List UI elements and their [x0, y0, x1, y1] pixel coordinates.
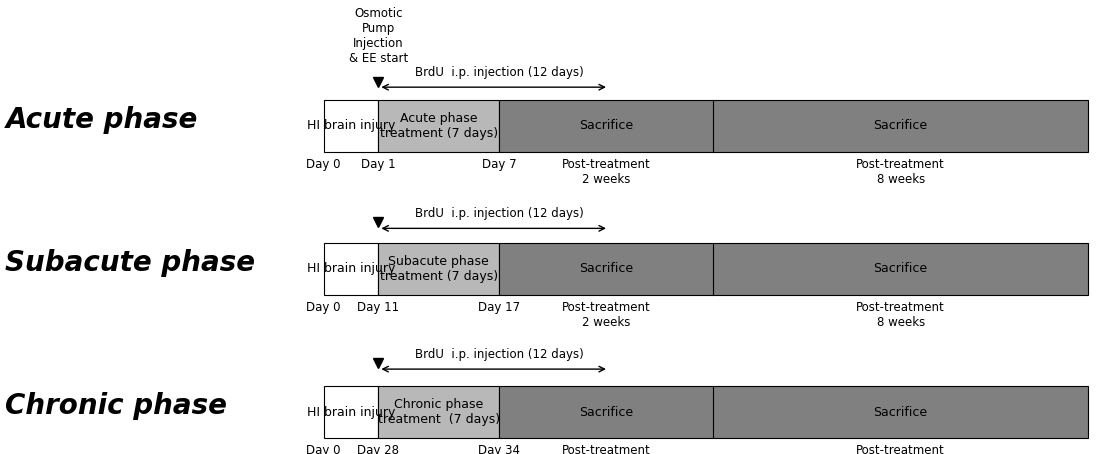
Text: Day 28: Day 28 — [358, 444, 399, 454]
Text: Sacrifice: Sacrifice — [579, 405, 633, 419]
Text: Day 34: Day 34 — [478, 444, 520, 454]
Text: Post-treatment
2 weeks: Post-treatment 2 weeks — [562, 444, 651, 454]
Text: Sacrifice: Sacrifice — [873, 119, 928, 133]
Text: HI brain injury: HI brain injury — [307, 262, 395, 276]
Text: Day 17: Day 17 — [478, 301, 520, 314]
Text: Sacrifice: Sacrifice — [873, 262, 928, 276]
Text: Sacrifice: Sacrifice — [579, 119, 633, 133]
Text: Post-treatment
8 weeks: Post-treatment 8 weeks — [857, 444, 945, 454]
Text: HI brain injury: HI brain injury — [307, 405, 395, 419]
Text: BrdU  i.p. injection (12 days): BrdU i.p. injection (12 days) — [415, 66, 584, 79]
Text: HI brain injury: HI brain injury — [307, 119, 395, 133]
Text: Day 11: Day 11 — [358, 301, 399, 314]
Text: Sacrifice: Sacrifice — [873, 405, 928, 419]
Text: Post-treatment
8 weeks: Post-treatment 8 weeks — [857, 158, 945, 186]
Bar — [378, 100, 499, 152]
Text: Acute phase
treatment (7 days): Acute phase treatment (7 days) — [380, 112, 498, 140]
Text: Chronic phase
treatment  (7 days): Chronic phase treatment (7 days) — [377, 398, 500, 426]
Text: Osmotic
Pump
Injection
& EE start: Osmotic Pump Injection & EE start — [349, 7, 408, 65]
Bar — [324, 386, 378, 438]
Bar — [324, 243, 378, 295]
Text: Sacrifice: Sacrifice — [579, 262, 633, 276]
Bar — [378, 386, 499, 438]
Bar — [499, 100, 1088, 152]
Text: Subacute phase: Subacute phase — [5, 249, 256, 277]
Text: Acute phase: Acute phase — [5, 106, 197, 134]
Text: Chronic phase: Chronic phase — [5, 392, 227, 420]
Text: Post-treatment
2 weeks: Post-treatment 2 weeks — [562, 158, 651, 186]
Text: Day 1: Day 1 — [361, 158, 396, 171]
Bar — [499, 243, 1088, 295]
Bar — [499, 386, 1088, 438]
Text: Day 7: Day 7 — [482, 158, 517, 171]
Bar — [324, 100, 378, 152]
Text: Subacute phase
treatment (7 days): Subacute phase treatment (7 days) — [380, 255, 498, 283]
Text: BrdU  i.p. injection (12 days): BrdU i.p. injection (12 days) — [415, 207, 584, 220]
Text: Day 0: Day 0 — [306, 158, 341, 171]
Text: Post-treatment
2 weeks: Post-treatment 2 weeks — [562, 301, 651, 329]
Bar — [378, 243, 499, 295]
Text: Post-treatment
8 weeks: Post-treatment 8 weeks — [857, 301, 945, 329]
Text: BrdU  i.p. injection (12 days): BrdU i.p. injection (12 days) — [415, 348, 584, 361]
Text: Day 0: Day 0 — [306, 444, 341, 454]
Text: Day 0: Day 0 — [306, 301, 341, 314]
